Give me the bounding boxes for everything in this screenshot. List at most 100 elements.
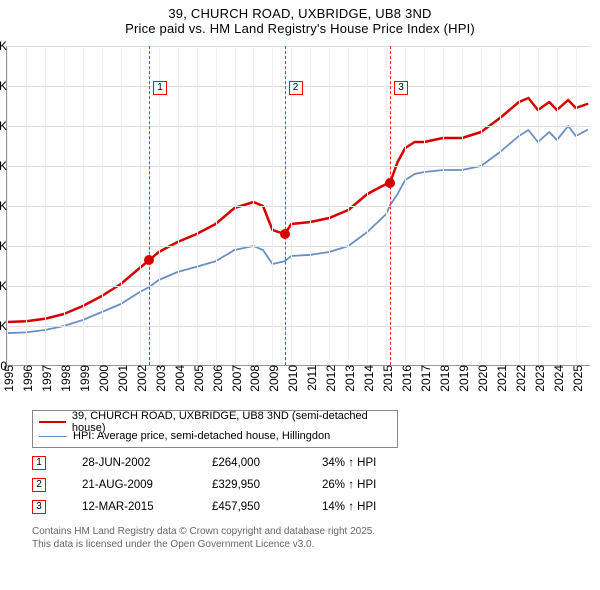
y-gridline — [7, 46, 590, 47]
footer-attribution: Contains HM Land Registry data © Crown c… — [32, 526, 375, 551]
chart-container: 39, CHURCH ROAD, UXBRIDGE, UB8 3ND Price… — [0, 0, 600, 590]
x-tick-label: 2005 — [188, 365, 206, 392]
y-tick-label: £200K — [0, 279, 7, 293]
sales-date: 28-JUN-2002 — [82, 457, 212, 469]
x-tick-label: 2012 — [320, 365, 338, 392]
x-tick-label: 2011 — [301, 365, 319, 391]
y-gridline — [7, 206, 590, 207]
y-tick-label: £600K — [0, 119, 7, 133]
x-tick-label: 2020 — [472, 365, 490, 392]
x-gridline — [216, 46, 217, 365]
sale-dot — [280, 229, 290, 239]
y-tick-label: £700K — [0, 79, 7, 93]
x-tick-label: 2013 — [339, 365, 357, 392]
x-tick-label: 2003 — [150, 365, 168, 392]
sales-price: £264,000 — [212, 457, 322, 469]
x-gridline — [500, 46, 501, 365]
sales-row: 2 21-AUG-2009£329,95026% ↑ HPI — [32, 474, 412, 496]
x-gridline — [7, 46, 8, 365]
x-gridline — [64, 46, 65, 365]
x-tick-label: 2008 — [244, 365, 262, 392]
sales-diff: 14% ↑ HPI — [322, 501, 412, 513]
sale-marker-badge: 1 — [153, 81, 167, 95]
sale-marker-line — [149, 46, 150, 365]
sales-price: £457,950 — [212, 501, 322, 513]
sales-table: 1 28-JUN-2002£264,00034% ↑ HPI 2 21-AUG-200… — [32, 452, 412, 518]
sale-dot — [144, 255, 154, 265]
plot-area: £0£100K£200K£300K£400K£500K£600K£700K£80… — [6, 46, 590, 366]
y-tick-label: £500K — [0, 159, 7, 173]
x-gridline — [462, 46, 463, 365]
sale-dot — [385, 178, 395, 188]
x-gridline — [481, 46, 482, 365]
sales-badge: 2 — [32, 478, 46, 492]
legend-label: HPI: Average price, semi-detached house,… — [73, 430, 330, 442]
title-line-1: 39, CHURCH ROAD, UXBRIDGE, UB8 3ND — [0, 6, 600, 21]
x-gridline — [121, 46, 122, 365]
x-tick-label: 2004 — [169, 365, 187, 392]
x-gridline — [102, 46, 103, 365]
x-gridline — [367, 46, 368, 365]
sales-diff: 34% ↑ HPI — [322, 457, 412, 469]
legend-row: 39, CHURCH ROAD, UXBRIDGE, UB8 3ND (semi… — [39, 415, 391, 429]
footer-line-2: This data is licensed under the Open Gov… — [32, 539, 375, 552]
x-gridline — [26, 46, 27, 365]
y-tick-label: £400K — [0, 199, 7, 213]
x-gridline — [178, 46, 179, 365]
sales-date: 12-MAR-2015 — [82, 501, 212, 513]
x-gridline — [197, 46, 198, 365]
x-tick-label: 2017 — [415, 365, 433, 392]
x-gridline — [443, 46, 444, 365]
sales-row: 3 12-MAR-2015£457,95014% ↑ HPI — [32, 496, 412, 518]
x-tick-label: 2007 — [226, 365, 244, 392]
x-tick-label: 2025 — [567, 365, 585, 392]
x-gridline — [253, 46, 254, 365]
x-tick-label: 2002 — [131, 365, 149, 392]
x-gridline — [329, 46, 330, 365]
x-tick-label: 1998 — [55, 365, 73, 392]
x-tick-label: 2001 — [112, 365, 130, 392]
x-gridline — [83, 46, 84, 365]
title-line-2: Price paid vs. HM Land Registry's House … — [0, 21, 600, 36]
x-gridline — [45, 46, 46, 365]
x-tick-label: 2015 — [377, 365, 395, 392]
sales-badge: 1 — [32, 456, 46, 470]
x-gridline — [386, 46, 387, 365]
sale-marker-badge: 3 — [394, 81, 408, 95]
y-gridline — [7, 246, 590, 247]
x-tick-label: 2024 — [548, 365, 566, 392]
x-gridline — [140, 46, 141, 365]
y-gridline — [7, 286, 590, 287]
sale-marker-badge: 2 — [289, 81, 303, 95]
x-tick-label: 2018 — [434, 365, 452, 392]
y-gridline — [7, 166, 590, 167]
x-gridline — [538, 46, 539, 365]
y-tick-label: £800K — [0, 39, 7, 53]
sales-badge: 3 — [32, 500, 46, 514]
x-tick-label: 1999 — [74, 365, 92, 392]
sales-price: £329,950 — [212, 479, 322, 491]
y-gridline — [7, 326, 590, 327]
x-gridline — [310, 46, 311, 365]
x-tick-label: 2006 — [207, 365, 225, 392]
x-tick-label: 2000 — [93, 365, 111, 392]
legend-box: 39, CHURCH ROAD, UXBRIDGE, UB8 3ND (semi… — [32, 410, 398, 448]
x-gridline — [557, 46, 558, 365]
x-gridline — [576, 46, 577, 365]
x-tick-label: 1996 — [17, 365, 35, 392]
sale-marker-line — [390, 46, 391, 365]
y-gridline — [7, 126, 590, 127]
sale-marker-line — [285, 46, 286, 365]
x-tick-label: 2021 — [491, 365, 509, 392]
x-tick-label: 1997 — [36, 365, 54, 392]
x-tick-label: 2016 — [396, 365, 414, 392]
x-gridline — [519, 46, 520, 365]
x-tick-label: 2009 — [263, 365, 281, 392]
x-tick-label: 2019 — [453, 365, 471, 392]
sales-date: 21-AUG-2009 — [82, 479, 212, 491]
x-gridline — [272, 46, 273, 365]
footer-line-1: Contains HM Land Registry data © Crown c… — [32, 526, 375, 539]
sales-diff: 26% ↑ HPI — [322, 479, 412, 491]
x-tick-label: 1995 — [0, 365, 16, 392]
legend-swatch — [39, 421, 66, 423]
